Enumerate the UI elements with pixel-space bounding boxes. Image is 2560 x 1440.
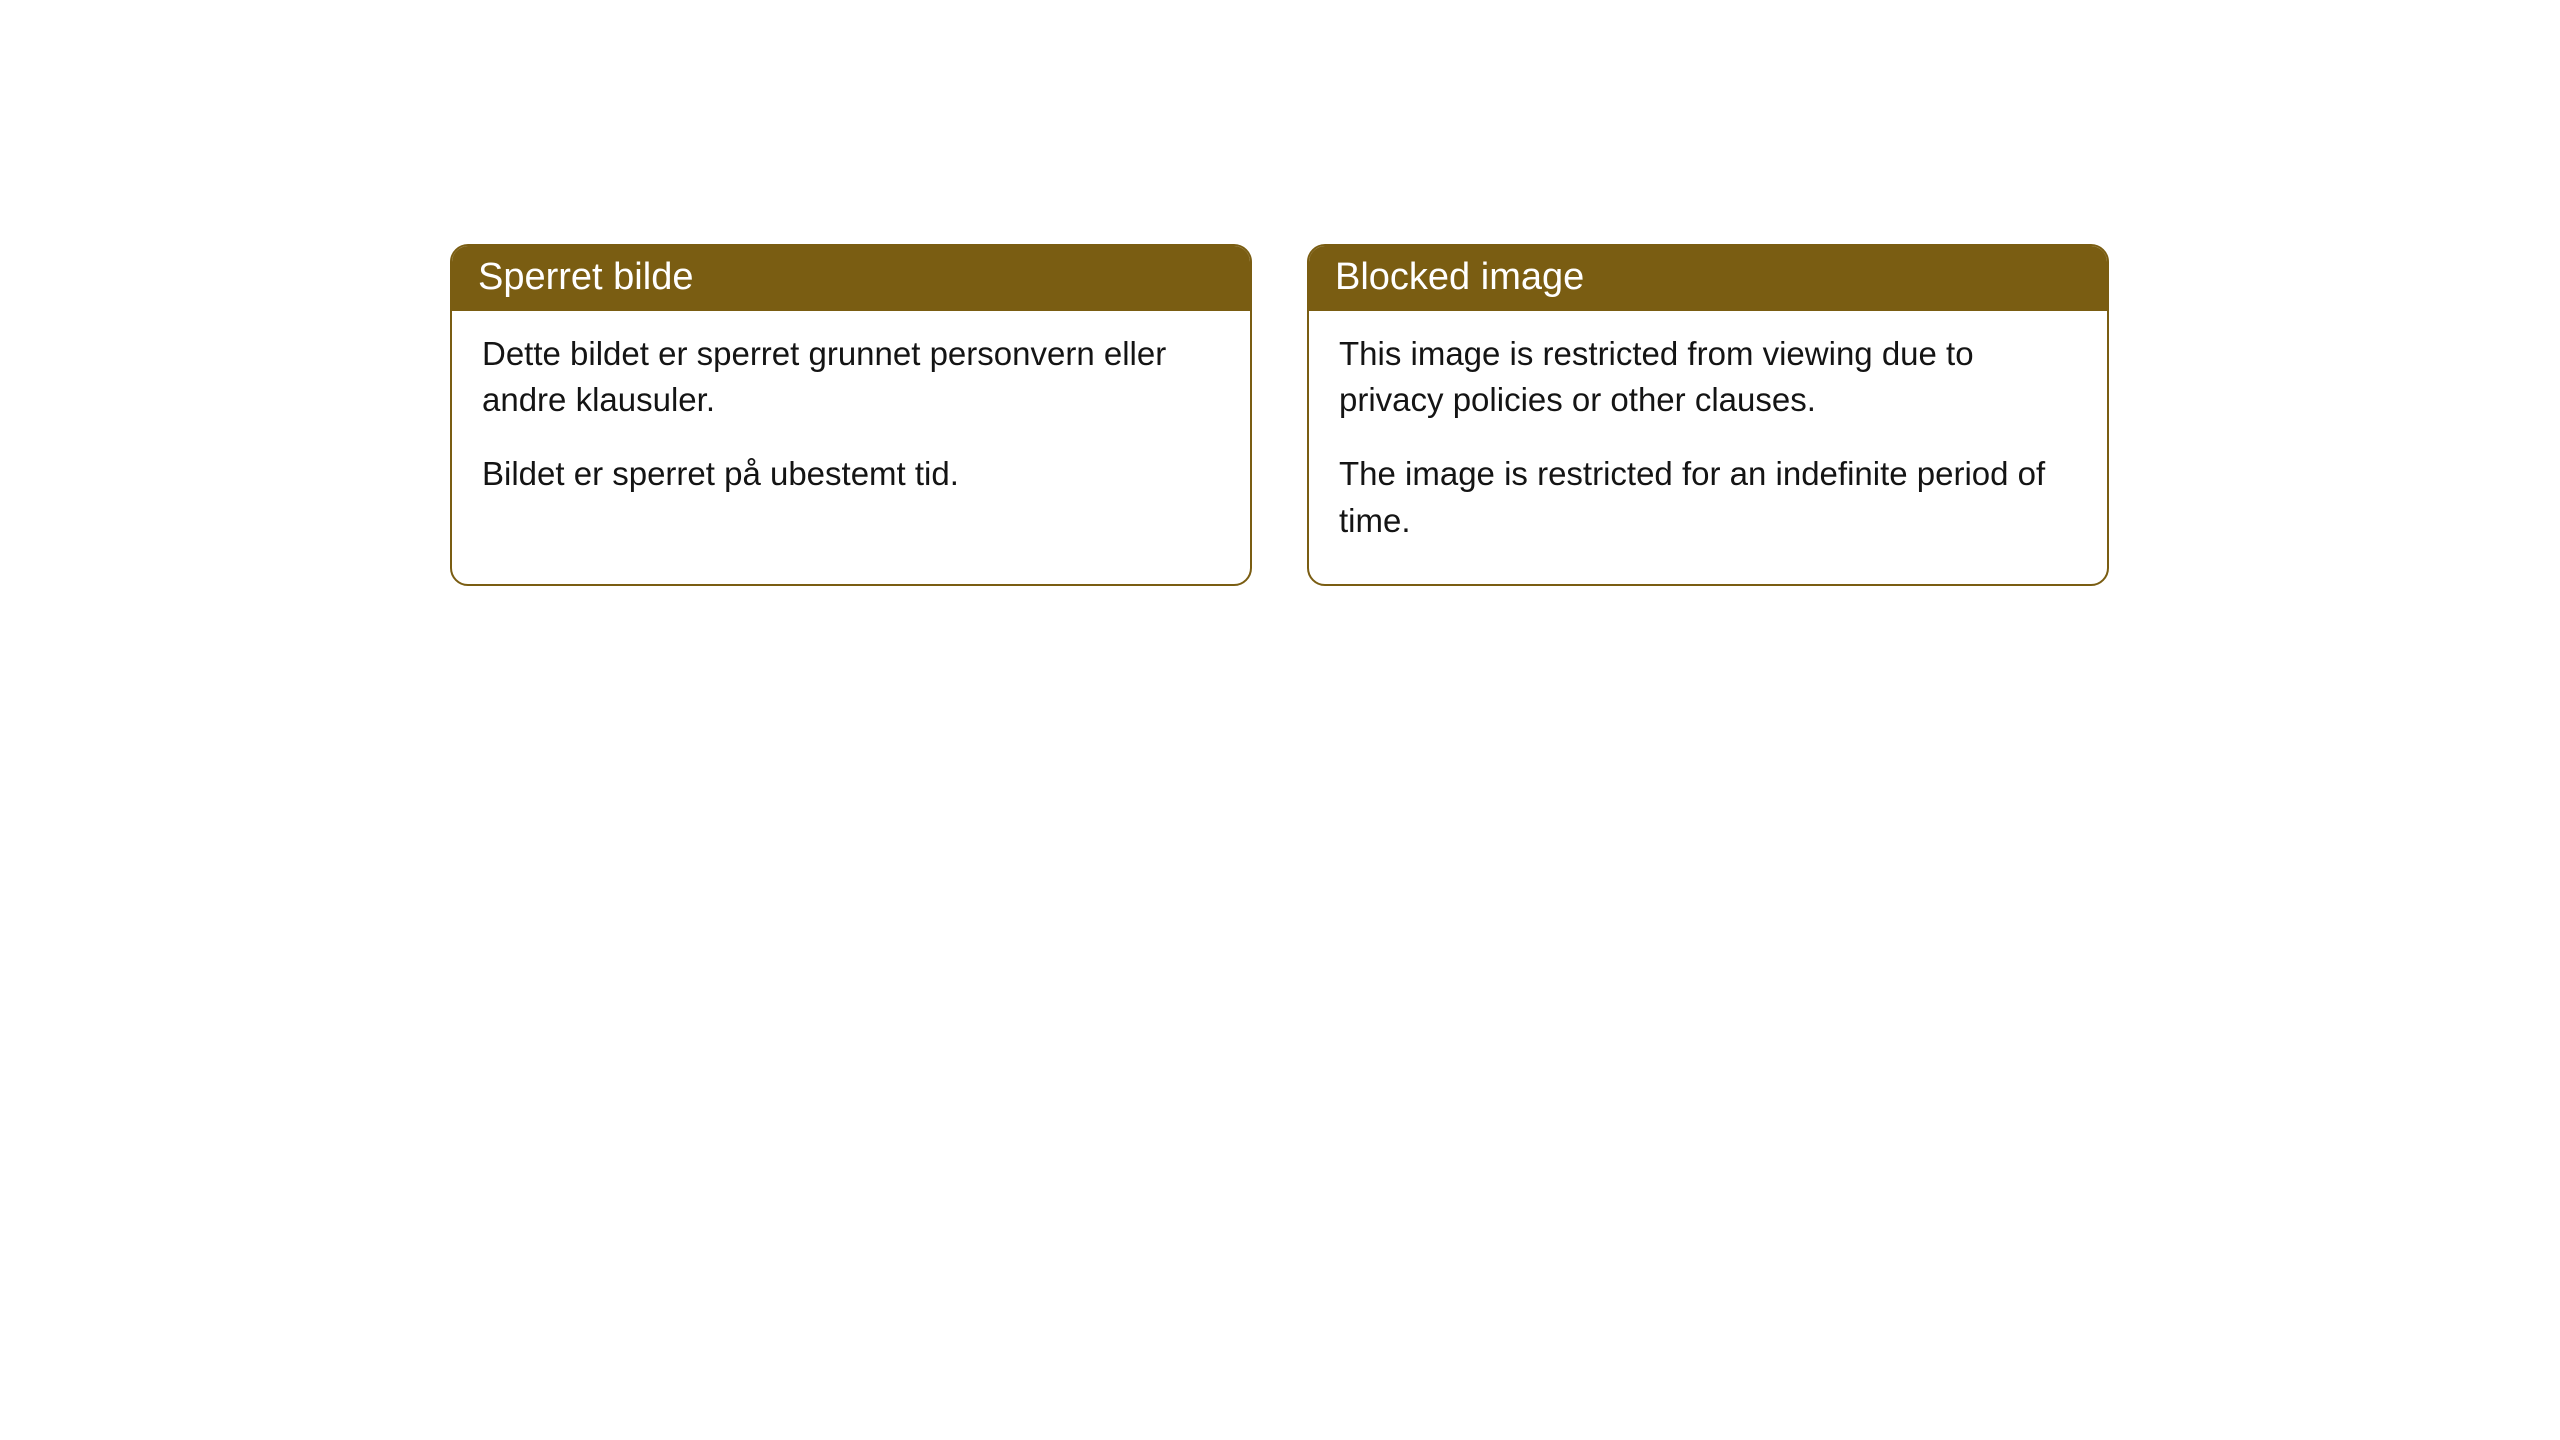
- card-title: Sperret bilde: [478, 256, 693, 298]
- card-body: This image is restricted from viewing du…: [1309, 311, 2107, 584]
- card-body: Dette bildet er sperret grunnet personve…: [452, 311, 1250, 538]
- card-paragraph: Bildet er sperret på ubestemt tid.: [482, 451, 1220, 497]
- card-paragraph: The image is restricted for an indefinit…: [1339, 451, 2077, 543]
- card-paragraph: Dette bildet er sperret grunnet personve…: [482, 331, 1220, 423]
- card-paragraph: This image is restricted from viewing du…: [1339, 331, 2077, 423]
- card-header: Sperret bilde: [452, 246, 1250, 311]
- card-title: Blocked image: [1335, 256, 1584, 298]
- card-header: Blocked image: [1309, 246, 2107, 311]
- notice-cards-container: Sperret bilde Dette bildet er sperret gr…: [450, 244, 2560, 586]
- notice-card-norwegian: Sperret bilde Dette bildet er sperret gr…: [450, 244, 1252, 586]
- notice-card-english: Blocked image This image is restricted f…: [1307, 244, 2109, 586]
